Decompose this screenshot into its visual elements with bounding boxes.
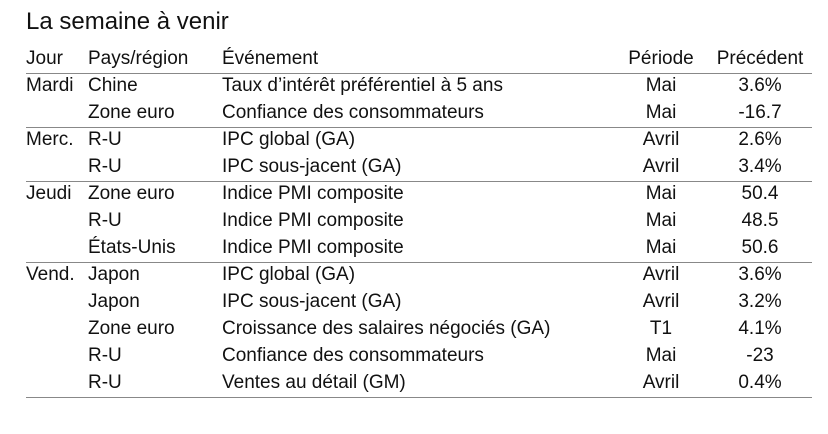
event: Confiance des consommateurs bbox=[222, 102, 484, 123]
country: Japon bbox=[88, 264, 140, 285]
country: Zone euro bbox=[88, 183, 175, 204]
event: IPC sous-jacent (GA) bbox=[222, 156, 402, 177]
period: T1 bbox=[649, 318, 673, 339]
country: Zone euro bbox=[88, 318, 175, 339]
previous: 3.6% bbox=[738, 75, 782, 96]
period: Mai bbox=[645, 102, 677, 123]
previous: 3.6% bbox=[738, 264, 782, 285]
country: R-U bbox=[88, 129, 122, 150]
period: Mai bbox=[645, 210, 677, 231]
country: Zone euro bbox=[88, 102, 175, 123]
country: Japon bbox=[88, 291, 140, 312]
separator bbox=[26, 397, 812, 398]
period: Avril bbox=[642, 291, 680, 312]
event: IPC sous-jacent (GA) bbox=[222, 291, 402, 312]
period: Mai bbox=[645, 345, 677, 366]
period: Avril bbox=[642, 264, 680, 285]
previous: 2.6% bbox=[738, 129, 782, 150]
previous: 48.5 bbox=[741, 210, 779, 231]
event: Indice PMI composite bbox=[222, 183, 404, 204]
separator bbox=[26, 181, 812, 182]
column-header: Précédent bbox=[716, 48, 804, 69]
column-header: Période bbox=[628, 48, 694, 69]
event: IPC global (GA) bbox=[222, 129, 356, 150]
event: IPC global (GA) bbox=[222, 264, 356, 285]
day: Vend. bbox=[26, 264, 75, 285]
previous: 3.4% bbox=[738, 156, 782, 177]
previous: -16.7 bbox=[738, 102, 782, 123]
event: Indice PMI composite bbox=[222, 237, 404, 258]
period: Avril bbox=[642, 372, 680, 393]
country: R-U bbox=[88, 210, 122, 231]
country: R-U bbox=[88, 372, 122, 393]
previous: -23 bbox=[746, 345, 774, 366]
previous: 3.2% bbox=[738, 291, 782, 312]
previous: 0.4% bbox=[738, 372, 782, 393]
period: Mai bbox=[645, 75, 677, 96]
period: Avril bbox=[642, 129, 680, 150]
column-header: Événement bbox=[222, 48, 319, 69]
event: Ventes au détail (GM) bbox=[222, 372, 406, 393]
day: Merc. bbox=[26, 129, 74, 150]
period: Mai bbox=[645, 237, 677, 258]
country: R-U bbox=[88, 156, 122, 177]
separator bbox=[26, 127, 812, 128]
previous: 50.6 bbox=[741, 237, 779, 258]
period: Mai bbox=[645, 183, 677, 204]
previous: 50.4 bbox=[741, 183, 779, 204]
country: États-Unis bbox=[88, 237, 176, 258]
period: Avril bbox=[642, 156, 680, 177]
event: Taux d’intérêt préférentiel à 5 ans bbox=[222, 75, 503, 96]
title: La semaine à venir bbox=[26, 8, 229, 35]
day: Mardi bbox=[26, 75, 74, 96]
column-header: Jour bbox=[26, 48, 63, 69]
day: Jeudi bbox=[26, 183, 72, 204]
previous: 4.1% bbox=[738, 318, 782, 339]
separator bbox=[26, 73, 812, 74]
country: Chine bbox=[88, 75, 138, 96]
separator bbox=[26, 262, 812, 263]
column-header: Pays/région bbox=[88, 48, 189, 69]
event: Croissance des salaires négociés (GA) bbox=[222, 318, 551, 339]
event: Indice PMI composite bbox=[222, 210, 404, 231]
country: R-U bbox=[88, 345, 122, 366]
event: Confiance des consommateurs bbox=[222, 345, 484, 366]
